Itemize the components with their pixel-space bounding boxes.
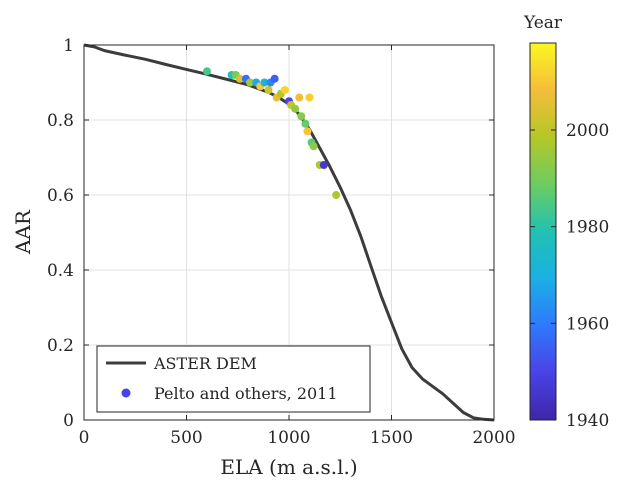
y-tick-label: 0.8 <box>47 111 74 131</box>
x-tick-label: 500 <box>170 428 202 448</box>
pelto-data-point <box>203 67 211 76</box>
pelto-data-point <box>332 191 341 199</box>
pelto-data-point <box>260 78 269 87</box>
y-tick-label: 1 <box>63 36 74 56</box>
pelto-data-point <box>295 93 304 102</box>
x-tick-label: 0 <box>79 428 90 448</box>
colorbar-title: Year <box>523 13 563 33</box>
aster-dem-line <box>83 43 495 422</box>
x-axis-label: ELA (m a.s.l.) <box>220 455 357 479</box>
pelto-data-point <box>291 104 300 113</box>
x-axis-ticks: 0 500 1000 1500 2000 <box>79 45 516 448</box>
pelto-data-point <box>303 127 312 136</box>
x-tick-label: 1000 <box>267 428 310 448</box>
pelto-data-point <box>305 93 314 102</box>
colorbar-ticks: 1940 1960 1980 2000 <box>530 121 609 431</box>
x-tick-label: 2000 <box>472 428 515 448</box>
pelto-data-point <box>246 78 255 87</box>
colorbar-tick-label: 1960 <box>566 314 609 334</box>
pelto-data-point <box>235 74 244 83</box>
pelto-data-point <box>301 119 310 128</box>
colorbar: 1940 1960 1980 2000 Year <box>523 13 609 431</box>
pelto-data-point <box>280 86 289 94</box>
y-axis-ticks: 0 0.2 0.4 0.6 0.8 1 <box>47 36 494 431</box>
pelto-data-point <box>264 86 273 94</box>
legend-box <box>96 345 371 413</box>
colorbar-gradient <box>529 42 557 421</box>
y-axis-label: AAR <box>11 209 35 255</box>
x-tick-label: 1500 <box>370 428 413 448</box>
y-tick-label: 0.2 <box>47 336 74 356</box>
colorbar-tick-label: 1940 <box>566 411 609 431</box>
pelto-data-point <box>270 74 279 83</box>
data-layer <box>83 43 495 422</box>
y-tick-label: 0.6 <box>47 186 74 206</box>
legend-label-pelto: Pelto and others, 2011 <box>154 384 338 403</box>
pelto-data-point <box>309 142 318 151</box>
colorbar-tick-label: 2000 <box>566 121 609 141</box>
legend-label-aster: ASTER DEM <box>153 354 257 373</box>
legend-dot-swatch <box>121 388 131 398</box>
pelto-data-point <box>297 112 306 121</box>
y-tick-label: 0.4 <box>47 261 74 281</box>
pelto-data-point <box>319 161 328 169</box>
y-tick-label: 0 <box>63 411 74 431</box>
legend: ASTER DEM Pelto and others, 2011 <box>96 345 371 413</box>
colorbar-tick-label: 1980 <box>566 218 609 238</box>
